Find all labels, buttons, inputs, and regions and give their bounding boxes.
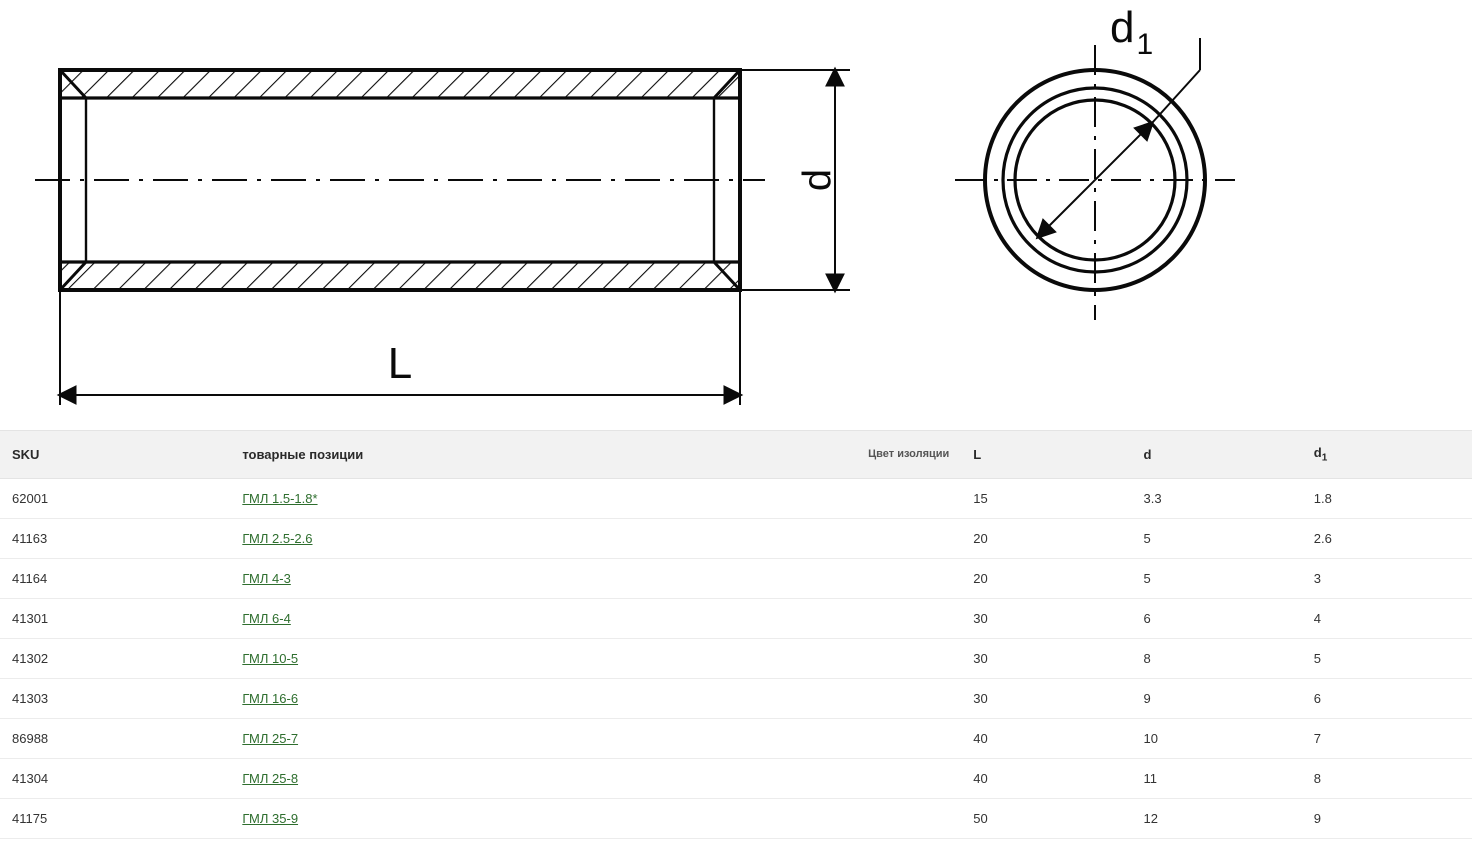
table-row: 62001 ГМЛ 1.5-1.8* 153.31.8: [0, 478, 1472, 518]
table-header-row: SKU товарные позиции Цвет изоляции L d d…: [0, 431, 1472, 479]
table-row: 41164 ГМЛ 4-3 2053: [0, 558, 1472, 598]
cell-d: 5: [1132, 558, 1302, 598]
cell-sku: 41164: [0, 558, 230, 598]
cell-L: 40: [961, 718, 1131, 758]
cell-d: 8: [1132, 638, 1302, 678]
table-row: 41303 ГМЛ 16-6 3096: [0, 678, 1472, 718]
table-row: 41301 ГМЛ 6-4 3064: [0, 598, 1472, 638]
cell-item: ГМЛ 35-9: [230, 798, 961, 838]
cell-d: 12: [1132, 798, 1302, 838]
cell-d: 9: [1132, 678, 1302, 718]
item-link[interactable]: ГМЛ 1.5-1.8*: [242, 491, 317, 506]
item-link[interactable]: ГМЛ 16-6: [242, 691, 298, 706]
table-row: 41304 ГМЛ 25-8 40118: [0, 758, 1472, 798]
col-d1: d1: [1302, 431, 1472, 479]
dim-label-d1: d1: [1110, 3, 1153, 61]
table-row: 41163 ГМЛ 2.5-2.6 2052.6: [0, 518, 1472, 558]
engineering-drawing: d L d1: [0, 0, 1472, 430]
cell-d: 5: [1132, 518, 1302, 558]
cell-item: ГМЛ 2.5-2.6: [230, 518, 961, 558]
cell-d1: 6: [1302, 678, 1472, 718]
cell-d: 6: [1132, 598, 1302, 638]
item-link[interactable]: ГМЛ 4-3: [242, 571, 291, 586]
cell-d: 11: [1132, 758, 1302, 798]
cell-d: 3.3: [1132, 478, 1302, 518]
cell-sku: 86988: [0, 718, 230, 758]
cell-L: 30: [961, 678, 1131, 718]
cell-L: 20: [961, 558, 1131, 598]
cell-sku: 41304: [0, 758, 230, 798]
cell-item: ГМЛ 6-4: [230, 598, 961, 638]
cell-d1: 2.6: [1302, 518, 1472, 558]
col-d: d: [1132, 431, 1302, 479]
cell-sku: 41302: [0, 638, 230, 678]
item-link[interactable]: ГМЛ 25-7: [242, 731, 298, 746]
item-link[interactable]: ГМЛ 6-4: [242, 611, 291, 626]
cell-sku: 41301: [0, 598, 230, 638]
col-item: товарные позиции Цвет изоляции: [230, 431, 961, 479]
cell-sku: 41163: [0, 518, 230, 558]
item-link[interactable]: ГМЛ 25-8: [242, 771, 298, 786]
cell-L: 30: [961, 638, 1131, 678]
cell-d1: 7: [1302, 718, 1472, 758]
side-section: [35, 70, 765, 290]
col-L: L: [961, 431, 1131, 479]
cell-d1: 8: [1302, 758, 1472, 798]
cell-item: ГМЛ 25-7: [230, 718, 961, 758]
cell-item: ГМЛ 1.5-1.8*: [230, 478, 961, 518]
table-row: 86988 ГМЛ 25-7 40107: [0, 718, 1472, 758]
cell-d1: 4: [1302, 598, 1472, 638]
cell-L: 30: [961, 598, 1131, 638]
dim-label-d: d: [796, 169, 840, 191]
cell-L: 50: [961, 798, 1131, 838]
cell-sku: 62001: [0, 478, 230, 518]
cell-d1: 9: [1302, 798, 1472, 838]
cell-L: 15: [961, 478, 1131, 518]
cell-item: ГМЛ 10-5: [230, 638, 961, 678]
cell-d: 10: [1132, 718, 1302, 758]
dim-label-L: L: [388, 339, 412, 388]
spec-table: SKU товарные позиции Цвет изоляции L d d…: [0, 430, 1472, 839]
item-link[interactable]: ГМЛ 10-5: [242, 651, 298, 666]
cell-L: 40: [961, 758, 1131, 798]
cell-item: ГМЛ 16-6: [230, 678, 961, 718]
item-link[interactable]: ГМЛ 35-9: [242, 811, 298, 826]
cell-d1: 3: [1302, 558, 1472, 598]
cell-item: ГМЛ 4-3: [230, 558, 961, 598]
cell-d1: 5: [1302, 638, 1472, 678]
item-link[interactable]: ГМЛ 2.5-2.6: [242, 531, 312, 546]
table-row: 41175 ГМЛ 35-9 50129: [0, 798, 1472, 838]
cell-L: 20: [961, 518, 1131, 558]
table-row: 41302 ГМЛ 10-5 3085: [0, 638, 1472, 678]
cell-item: ГМЛ 25-8: [230, 758, 961, 798]
cell-d1: 1.8: [1302, 478, 1472, 518]
cell-sku: 41303: [0, 678, 230, 718]
col-item-right-label: Цвет изоляции: [868, 448, 949, 460]
col-sku: SKU: [0, 431, 230, 479]
cell-sku: 41175: [0, 798, 230, 838]
end-view: [955, 38, 1235, 320]
